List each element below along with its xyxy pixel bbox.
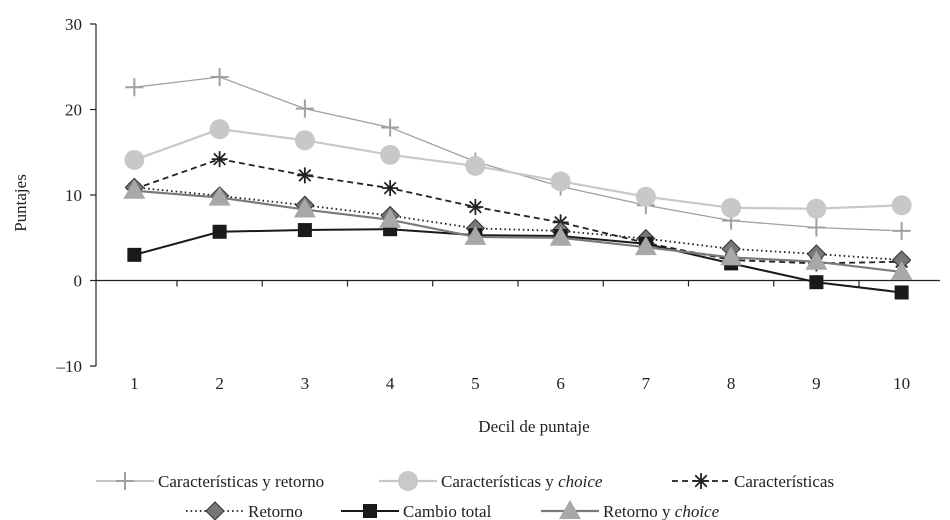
data-point <box>465 155 486 176</box>
legend-label: Características y retorno <box>158 472 324 491</box>
legend-item: Características y retorno <box>96 472 324 491</box>
data-point <box>806 198 827 219</box>
y-tick-label: 20 <box>65 101 82 120</box>
series-3 <box>126 151 910 272</box>
data-point <box>890 260 913 280</box>
data-point <box>891 195 912 216</box>
series-line <box>134 228 902 294</box>
legend-marker <box>559 500 581 519</box>
x-tick-label: 6 <box>556 374 565 393</box>
data-point <box>210 68 229 87</box>
data-point <box>209 119 230 140</box>
x-tick-label: 2 <box>215 374 224 393</box>
series-line <box>134 158 902 265</box>
x-tick-label: 4 <box>386 374 395 393</box>
x-axis-title: Decil de puntaje <box>478 417 589 436</box>
x-tick-label: 7 <box>642 374 651 393</box>
data-point <box>464 225 487 245</box>
legend-marker <box>363 504 377 518</box>
data-point <box>294 130 315 151</box>
data-point <box>381 118 400 137</box>
x-tick-label: 1 <box>130 374 139 393</box>
y-tick-label: 0 <box>74 272 83 291</box>
legend-item: Retorno <box>186 501 303 520</box>
series-6 <box>123 179 913 280</box>
data-point <box>892 221 911 240</box>
chart-axes: –10 0 10 20 30 1 2 3 4 5 6 7 8 9 10 <box>56 15 940 393</box>
data-point <box>720 246 743 266</box>
data-point <box>379 208 402 228</box>
series-2 <box>124 119 912 219</box>
x-tick-label: 3 <box>301 374 310 393</box>
data-point <box>380 144 401 165</box>
data-point <box>211 151 228 168</box>
data-point <box>721 197 742 218</box>
data-point <box>549 226 572 246</box>
data-point <box>467 198 484 215</box>
legend-item: Características <box>672 472 834 491</box>
data-point <box>296 167 313 184</box>
data-point <box>805 250 828 270</box>
data-point <box>123 179 146 199</box>
data-point <box>212 224 227 239</box>
legend-item: Cambio total <box>341 502 492 520</box>
legend-item: Retorno y choice <box>541 500 720 520</box>
series-line <box>134 189 902 274</box>
y-axis-title: Puntajes <box>11 174 30 232</box>
data-point <box>635 186 656 207</box>
series-line <box>134 186 902 261</box>
legend-label: Retorno y choice <box>603 502 720 520</box>
chart-legend: Características y retorno Características… <box>96 471 834 520</box>
data-point <box>293 198 316 218</box>
data-point <box>127 247 142 262</box>
data-point <box>125 78 144 97</box>
legend-label: Cambio total <box>403 502 492 520</box>
x-tick-label: 5 <box>471 374 480 393</box>
legend-item: Características y choice <box>379 471 603 491</box>
data-point <box>382 180 399 197</box>
legend-marker <box>693 473 709 489</box>
legend-marker <box>116 472 134 490</box>
legend-marker <box>205 501 225 520</box>
y-tick-label: –10 <box>56 357 83 376</box>
legend-label: Características <box>734 472 834 491</box>
legend-label: Características y choice <box>441 472 603 491</box>
data-point <box>807 218 826 237</box>
chart-series <box>123 68 913 300</box>
x-tick-label: 9 <box>812 374 821 393</box>
series-line <box>133 128 902 210</box>
x-tick-label: 10 <box>893 374 910 393</box>
legend-marker <box>398 471 418 491</box>
data-point <box>894 285 909 300</box>
legend-label: Retorno <box>248 502 303 520</box>
data-point <box>297 223 312 238</box>
y-tick-label: 10 <box>65 186 82 205</box>
series-4 <box>124 177 912 270</box>
data-point <box>295 99 314 118</box>
data-point <box>124 149 145 170</box>
data-point <box>550 171 571 192</box>
data-point <box>208 186 231 206</box>
y-tick-label: 30 <box>65 15 82 34</box>
data-point <box>809 275 824 290</box>
data-point <box>634 236 657 256</box>
x-tick-label: 8 <box>727 374 736 393</box>
